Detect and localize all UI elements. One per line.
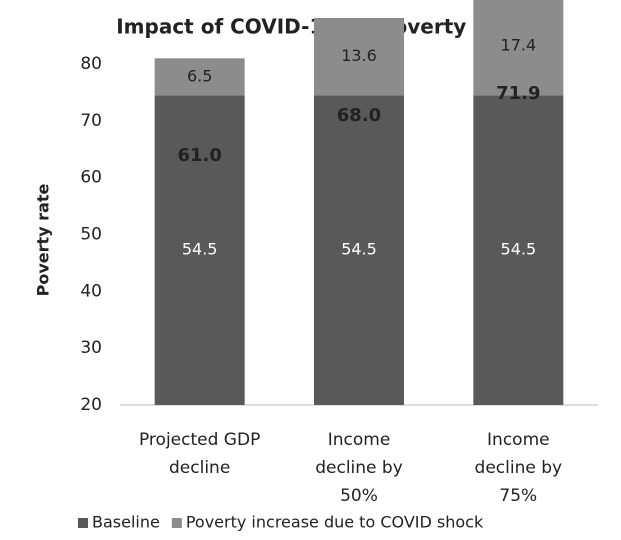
segment-label: 13.6: [341, 46, 377, 65]
x-tick-label: Projected GDP: [139, 430, 260, 450]
bar-segment: [314, 17, 404, 96]
bar-segment: [314, 95, 404, 405]
legend-label: Poverty increase due to COVID shock: [186, 513, 484, 532]
y-tick-label: 60: [80, 168, 102, 188]
x-tick-label: decline by: [475, 458, 563, 478]
x-tick-label: 75%: [499, 486, 537, 506]
y-tick-label: 80: [80, 54, 102, 74]
total-label: 61.0: [177, 145, 221, 166]
bar-segment: [154, 95, 245, 405]
segment-label: 17.4: [501, 35, 537, 54]
x-tick-label: Income: [328, 430, 391, 450]
y-axis-title: Poverty rate: [34, 183, 53, 296]
y-tick-label: 40: [80, 281, 102, 301]
segment-label: 54.5: [501, 240, 537, 259]
legend-swatch: [171, 518, 182, 528]
x-tick-label: decline: [169, 458, 230, 478]
x-tick-label: decline by: [315, 458, 403, 478]
legend-label: Baseline: [92, 513, 160, 532]
y-tick-label: 30: [80, 338, 102, 358]
x-tick-label: 50%: [340, 486, 378, 506]
y-tick-label: 50: [80, 225, 102, 245]
y-tick-label: 70: [80, 111, 102, 131]
total-label: 68.0: [337, 105, 381, 126]
legend-swatch: [78, 518, 88, 528]
segment-label: 54.5: [182, 240, 218, 259]
bar-segment: [473, 0, 564, 96]
x-tick-label: Income: [487, 430, 550, 450]
segment-label: 54.5: [341, 240, 377, 259]
total-label: 71.9: [496, 83, 540, 104]
bar-segment: [154, 58, 245, 96]
bar-segment: [473, 95, 564, 405]
segment-label: 6.5: [187, 66, 212, 85]
y-tick-label: 20: [80, 395, 102, 415]
